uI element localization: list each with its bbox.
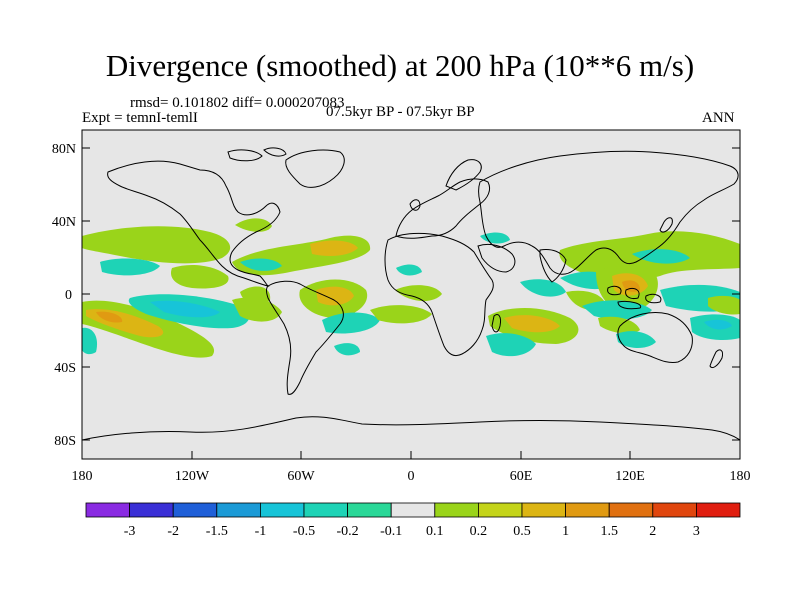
continent-europe — [395, 178, 491, 239]
colorbar-swatch — [303, 502, 348, 518]
colorbar-label: -2 — [167, 524, 179, 539]
season-label: ANN — [702, 110, 735, 126]
contour-positive-region — [310, 240, 358, 256]
contour-positive-region — [708, 295, 740, 315]
lat-label-80n: 80N — [52, 142, 76, 157]
contour-positive-region — [82, 226, 231, 264]
peninsula-india — [539, 249, 567, 283]
contour-positive-region — [96, 311, 123, 323]
arctic-islands — [227, 147, 287, 162]
contour-negative-region — [520, 279, 566, 297]
islands-indonesia — [607, 285, 662, 310]
colorbar-label: 3 — [693, 524, 700, 539]
contour-negative-region — [334, 343, 360, 356]
peninsula-arabia — [477, 243, 516, 273]
colorbar-swatch — [390, 502, 436, 518]
colorbar-swatch — [259, 502, 305, 518]
colorbar-label: -3 — [124, 524, 136, 539]
period-label: 07.5kyr BP - 07.5kyr BP — [326, 104, 475, 120]
contour-positive-region — [170, 264, 229, 289]
continent-africa — [384, 232, 494, 357]
contour-positive-region — [395, 285, 442, 302]
map-title: Divergence (smoothed) at 200 hPa (10**6 … — [105, 48, 695, 83]
contour-positive-region — [504, 315, 560, 333]
contour-negative-region — [704, 319, 732, 330]
continent-south-america — [266, 280, 344, 395]
lon-label-60e: 60E — [510, 469, 533, 484]
colorbar-label: 0.5 — [513, 524, 531, 539]
colorbar-swatch — [85, 502, 130, 518]
lon-label-120w: 120W — [175, 469, 210, 484]
island-madagascar — [491, 313, 501, 333]
continent-asia — [478, 150, 739, 275]
colorbar-label: -0.2 — [337, 524, 359, 539]
continent-antarctica — [82, 416, 740, 441]
contour-negative-region — [632, 249, 690, 264]
islands-new-zealand — [709, 349, 723, 369]
lon-label-60w: 60W — [287, 469, 315, 484]
contour-negative-region — [82, 327, 98, 355]
lat-label-80s: 80S — [54, 434, 76, 449]
colorbar-swatch — [521, 502, 566, 518]
contour-positive-region — [232, 297, 282, 322]
contour-negative-region — [486, 333, 536, 357]
lon-label-180e: 180 — [730, 469, 751, 484]
lon-label-120e: 120E — [615, 469, 645, 484]
colorbar-label: -0.1 — [380, 524, 402, 539]
lon-label-180w: 180 — [72, 469, 93, 484]
colorbar-swatch — [216, 502, 261, 518]
contour-negative-region — [616, 331, 656, 348]
colorbar-label: 0.2 — [470, 524, 488, 539]
colorbar-swatch — [652, 502, 697, 518]
colorbar-label: -0.5 — [293, 524, 315, 539]
colorbar-swatch — [477, 502, 523, 518]
lat-label-40n: 40N — [52, 215, 76, 230]
coastline-layer — [82, 147, 740, 441]
contour-negative-region — [480, 232, 510, 244]
colorbar-label: -1.5 — [206, 524, 228, 539]
colorbar-label: 0.1 — [426, 524, 444, 539]
colorbar-swatch — [129, 502, 174, 518]
contour-fill-layer — [82, 218, 740, 358]
colorbar-label: -1 — [255, 524, 267, 539]
contour-negative-region — [582, 300, 652, 320]
experiment-label: Expt = temnI-temlI — [82, 110, 198, 126]
colorbar-swatch — [347, 502, 392, 518]
colorbar-label: 1.5 — [600, 524, 618, 539]
lat-label-40s: 40S — [54, 361, 76, 376]
contour-positive-region — [370, 305, 432, 324]
stats-label: rmsd= 0.101802 diff= 0.000207083 — [130, 95, 345, 111]
colorbar-label: 2 — [649, 524, 656, 539]
continent-north-america — [107, 160, 281, 287]
colorbar-swatch — [565, 502, 610, 518]
colorbar-swatch — [608, 502, 654, 518]
contour-positive-region — [316, 286, 354, 306]
colorbar-swatch — [172, 502, 218, 518]
lat-label-0: 0 — [65, 288, 72, 303]
lon-tick-marks — [81, 451, 741, 459]
contour-positive-region — [598, 316, 640, 334]
contour-negative-region — [240, 258, 282, 271]
colorbar: -3 -2 -1.5 -1 -0.5 -0.2 -0.1 0.1 0.2 0.5 1 1.5 2 3 — [85, 502, 741, 539]
lon-label-0: 0 — [408, 469, 415, 484]
continent-scandinavia — [445, 159, 482, 191]
continent-australia — [617, 312, 693, 363]
contour-negative-region — [396, 264, 422, 276]
lat-tick-marks — [82, 147, 740, 441]
island-britain — [409, 199, 421, 211]
island-japan — [659, 217, 673, 233]
contour-negative-region — [150, 300, 220, 318]
colorbar-swatch — [434, 502, 479, 518]
colorbar-swatch — [696, 502, 741, 518]
contour-negative-region — [100, 258, 160, 276]
colorbar-label: 1 — [562, 524, 569, 539]
continent-greenland — [285, 149, 345, 188]
